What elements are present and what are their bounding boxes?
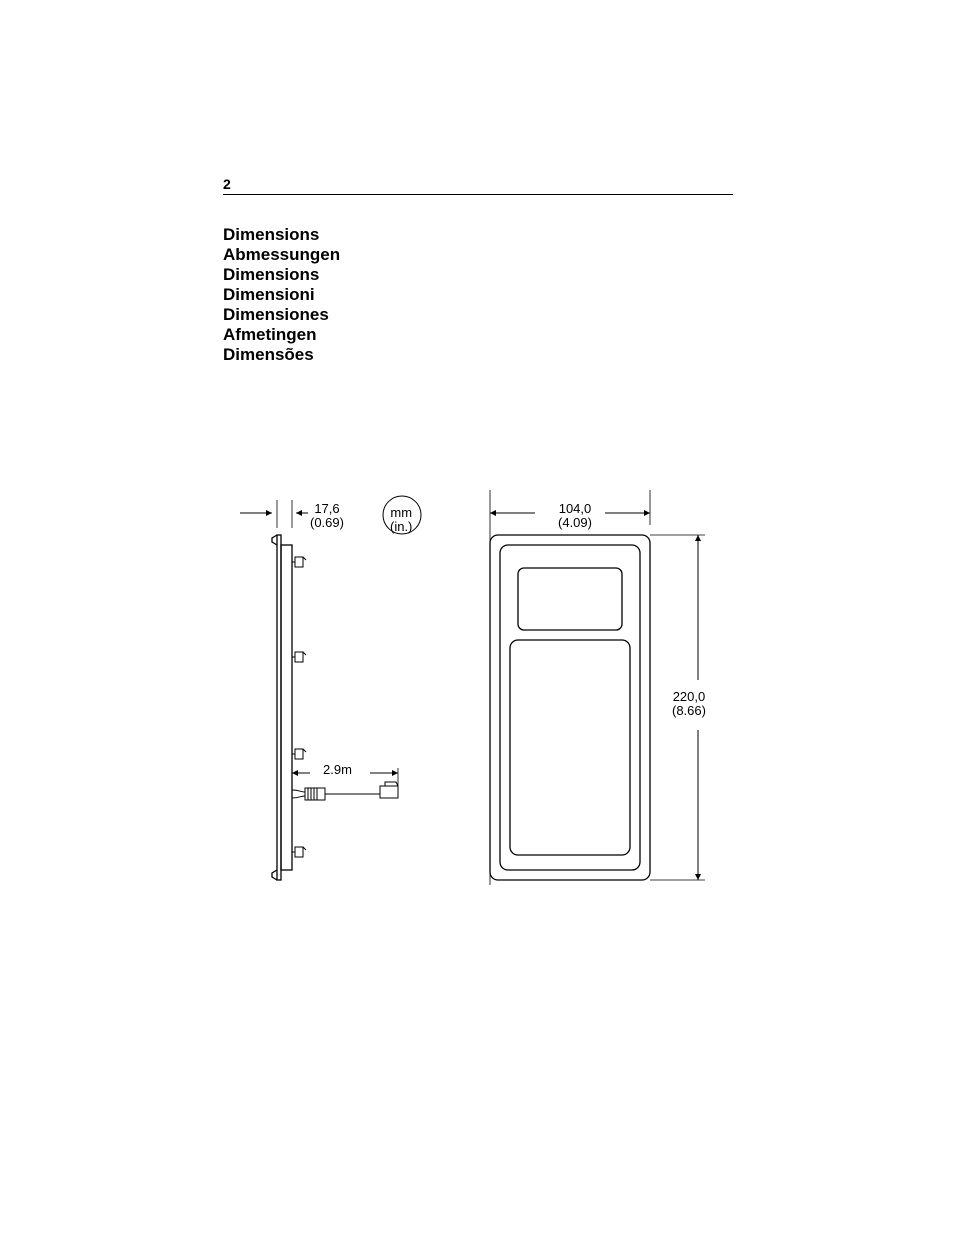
dimension-diagram	[230, 490, 750, 910]
title-pt: Dimensões	[223, 345, 340, 365]
title-es: Dimensiones	[223, 305, 340, 325]
title-it: Dimensioni	[223, 285, 340, 305]
title-de: Abmessungen	[223, 245, 340, 265]
title-nl: Afmetingen	[223, 325, 340, 345]
section-titles: Dimensions Abmessungen Dimensions Dimens…	[223, 225, 340, 365]
cable-illustration	[292, 782, 398, 800]
clip-icon	[292, 557, 306, 857]
page-number: 2	[223, 176, 231, 192]
title-fr: Dimensions	[223, 265, 340, 285]
title-en: Dimensions	[223, 225, 340, 245]
header-rule	[223, 194, 733, 195]
